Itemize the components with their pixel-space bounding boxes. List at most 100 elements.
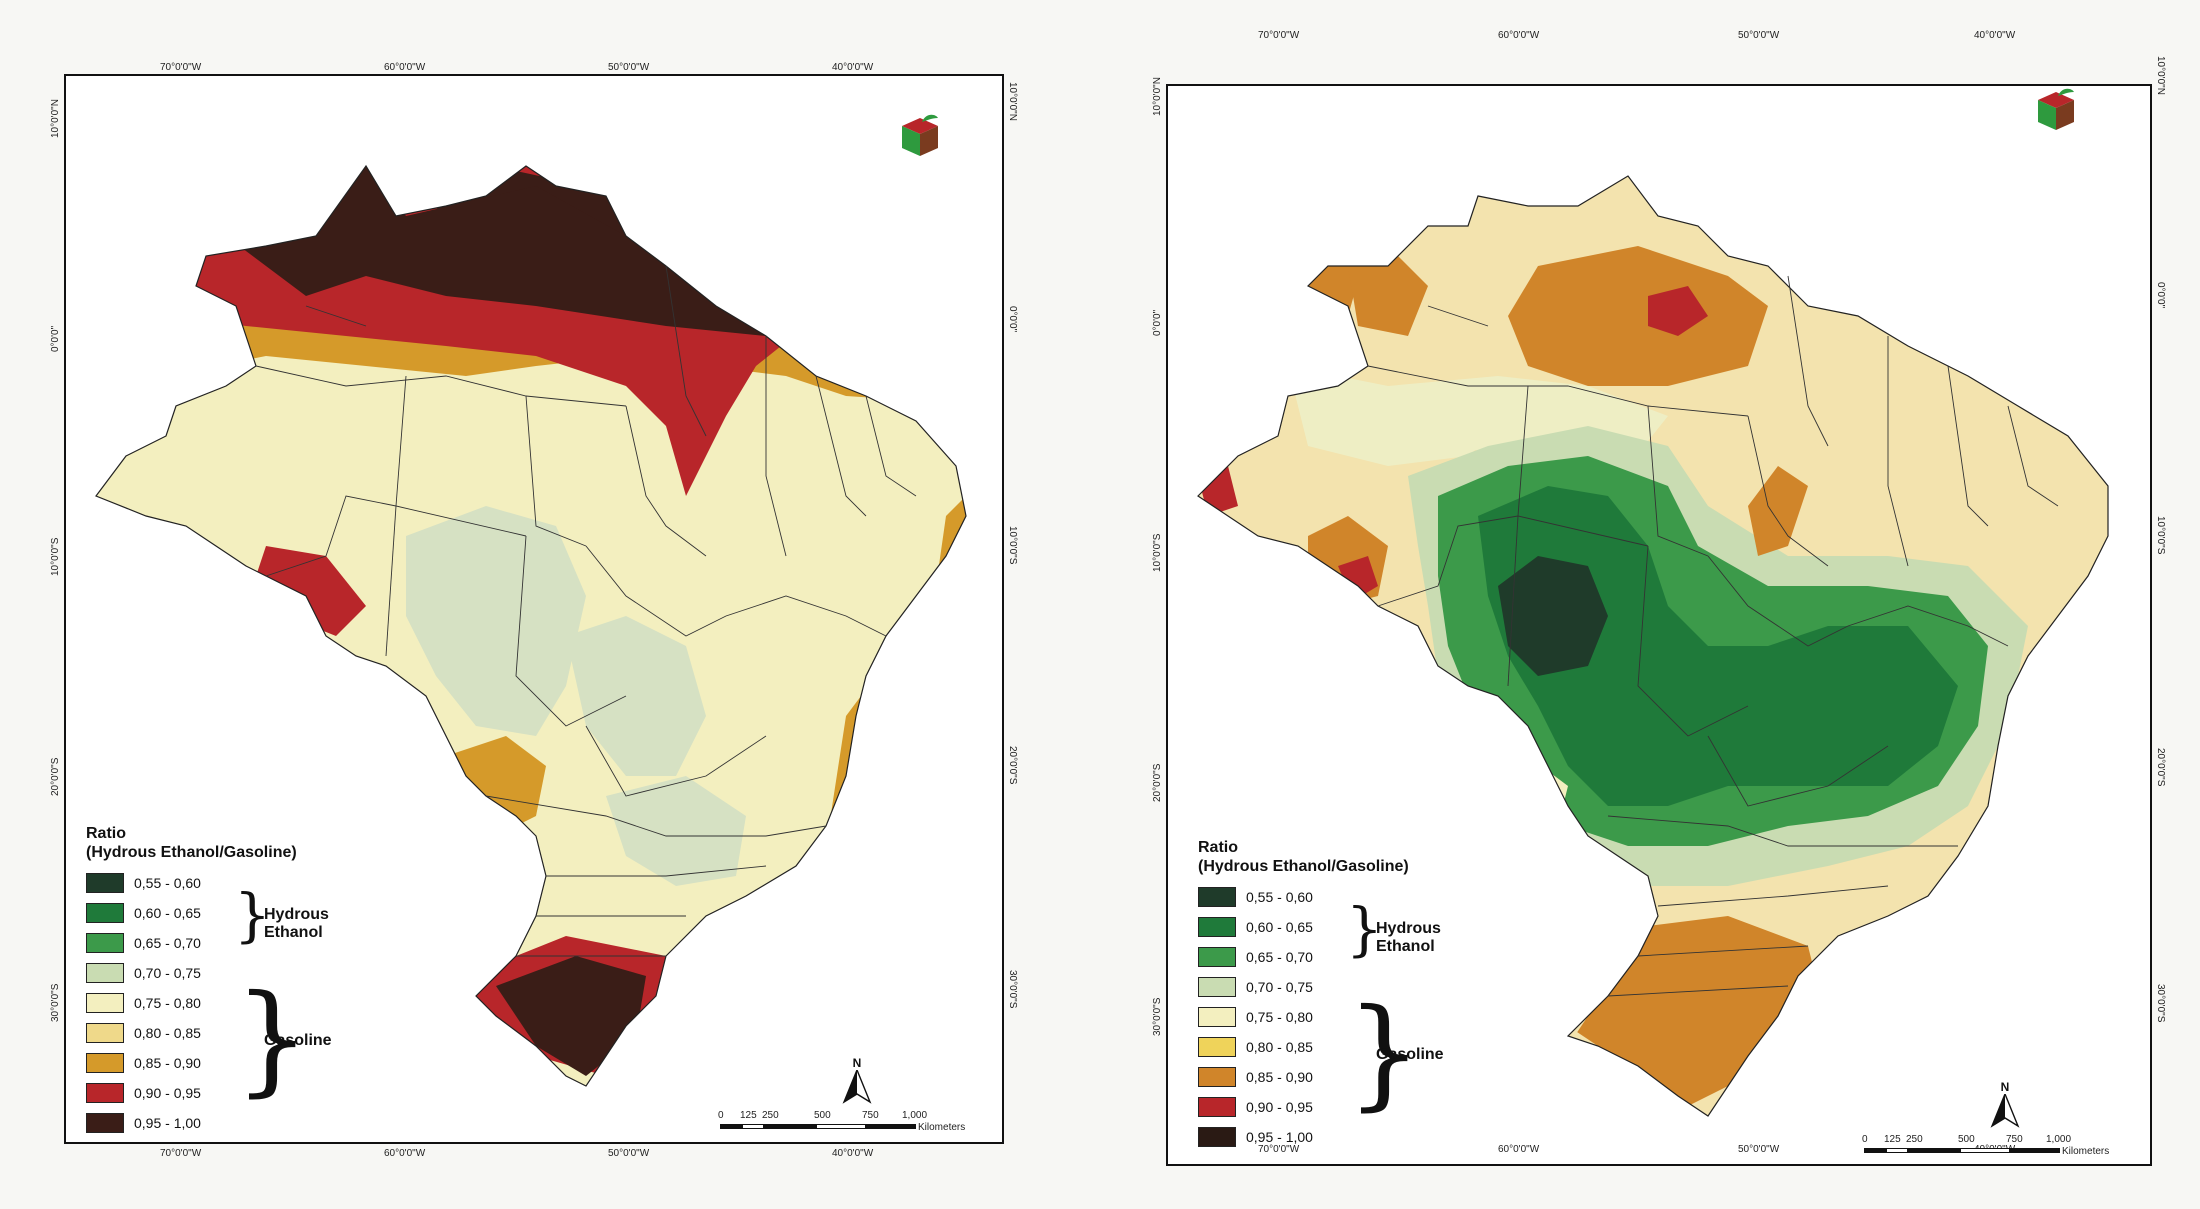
lon-tick-top: 60°0'0"W <box>1498 30 1540 41</box>
legend-swatch <box>1198 977 1236 997</box>
legend-item: 0,75 - 0,80 <box>86 988 297 1018</box>
legend-item: 0,70 - 0,75 <box>86 958 297 988</box>
legend-title: Ratio <box>86 825 126 842</box>
legend-item: 0,80 - 0,85 <box>86 1018 297 1048</box>
legend-subtitle: (Hydrous Ethanol/Gasoline) <box>86 844 297 861</box>
legend-item: 0,60 - 0,65 <box>1198 912 1409 942</box>
legend-item: 0,95 - 1,00 <box>86 1108 297 1138</box>
lat-tick-left: 30°0'0"S <box>1152 997 1163 1036</box>
legend-item: 0,65 - 0,70 <box>1198 942 1409 972</box>
legend-swatch <box>1198 1097 1236 1117</box>
legend-swatch <box>86 993 124 1013</box>
legend-item: 0,80 - 0,85 <box>1198 1032 1409 1062</box>
legend-swatch <box>1198 917 1236 937</box>
lat-tick-left: 0°0'0" <box>1152 309 1163 336</box>
lat-tick-left: 20°0'0"S <box>50 757 61 796</box>
lat-tick-right: 10°0'0"N <box>2155 56 2166 95</box>
lon-tick-bottom: 60°0'0"W <box>1498 1144 1540 1155</box>
lat-tick-right: 10°0'0"N <box>1007 82 1018 121</box>
legend-label: 0,80 - 0,85 <box>134 1025 201 1041</box>
legend-swatch <box>86 963 124 983</box>
legend-label: 0,85 - 0,90 <box>1246 1069 1313 1085</box>
legend-label: 0,95 - 1,00 <box>134 1115 201 1131</box>
lat-tick-right: 10°0'0"S <box>1007 526 1018 565</box>
legend-swatch <box>1198 887 1236 907</box>
lat-tick-right: 0°0'0" <box>1007 306 1018 333</box>
legend-swatch <box>86 1113 124 1133</box>
lon-tick-top: 50°0'0"W <box>608 62 650 73</box>
legend-subtitle: (Hydrous Ethanol/Gasoline) <box>1198 858 1409 875</box>
scale-label: 1,000 <box>902 1110 928 1121</box>
lon-tick-top: 40°0'0"W <box>832 62 874 73</box>
legend-item: 0,60 - 0,65 <box>86 898 297 928</box>
choropleth-left <box>95 164 967 1087</box>
legend-swatch <box>1198 1127 1236 1147</box>
scale-label: 250 <box>1906 1134 1923 1145</box>
lat-tick-left: 20°0'0"S <box>1152 763 1163 802</box>
legend-label: 0,85 - 0,90 <box>134 1055 201 1071</box>
legend-item: 0,55 - 0,60 <box>1198 882 1409 912</box>
lon-tick-bottom: 50°0'0"W <box>608 1148 650 1159</box>
gasoline-group-label: Gasoline <box>264 1032 332 1049</box>
legend-label: 0,95 - 1,00 <box>1246 1129 1313 1145</box>
legend-swatch <box>1198 1067 1236 1087</box>
legend-swatch <box>1198 1037 1236 1057</box>
legend-item: 0,85 - 0,90 <box>1198 1062 1409 1092</box>
scale-label: 125 <box>1884 1134 1901 1145</box>
lon-tick-top: 70°0'0"W <box>160 62 202 73</box>
scale-label: 750 <box>862 1110 879 1121</box>
lat-tick-right: 30°0'0"S <box>1007 970 1018 1009</box>
lon-tick-bottom: 60°0'0"W <box>384 1148 426 1159</box>
legend-swatch <box>1198 1007 1236 1027</box>
brace-icon: } <box>1346 895 1383 963</box>
scale-label: 750 <box>2006 1134 2023 1145</box>
north-label: N <box>852 1056 862 1070</box>
lon-tick-top: 50°0'0"W <box>1738 30 1780 41</box>
legend-label: 0,75 - 0,80 <box>1246 1009 1313 1025</box>
legend-left: Ratio (Hydrous Ethanol/Gasoline) 0,55 - … <box>86 824 332 1138</box>
scale-label: 500 <box>1958 1134 1975 1145</box>
legend-swatch <box>1198 947 1236 967</box>
north-label: N <box>2000 1080 2010 1094</box>
lon-tick-top: 70°0'0"W <box>1258 30 1300 41</box>
legend-right: Ratio (Hydrous Ethanol/Gasoline) 0,55 - … <box>1198 838 1444 1152</box>
lon-tick-top: 60°0'0"W <box>384 62 426 73</box>
lon-tick-bottom: 70°0'0"W <box>160 1148 202 1159</box>
legend-label: 0,70 - 0,75 <box>1246 979 1313 995</box>
legend-item: 0,55 - 0,60 <box>86 868 297 898</box>
scale-bar: 0 125 250 500 750 1,000 Kilometers <box>1862 1134 2152 1164</box>
lat-tick-left: 10°0'0"S <box>50 537 61 576</box>
brace-icon: } <box>234 970 311 1109</box>
choropleth-right <box>1197 175 2109 1117</box>
legend-item: 0,90 - 0,95 <box>1198 1092 1409 1122</box>
scale-label: 500 <box>814 1110 831 1121</box>
lat-tick-left: 10°0'0"N <box>1152 77 1163 116</box>
scale-label: 1,000 <box>2046 1134 2072 1145</box>
scale-label: 125 <box>740 1110 757 1121</box>
lon-tick-bottom: 50°0'0"W <box>1738 1144 1780 1155</box>
legend-swatch <box>86 873 124 893</box>
lon-tick-top: 40°0'0"W <box>1974 30 2016 41</box>
scale-label: 250 <box>762 1110 779 1121</box>
legend-label: 0,90 - 0,95 <box>1246 1099 1313 1115</box>
ethanol-group-label: Hydrous Ethanol <box>1376 920 1441 955</box>
legend-label: 0,55 - 0,60 <box>134 875 201 891</box>
cube-logo-icon <box>902 114 938 156</box>
legend-label: 0,60 - 0,65 <box>1246 919 1313 935</box>
legend-item: 0,95 - 1,00 <box>1198 1122 1409 1152</box>
legend-label: 0,90 - 0,95 <box>134 1085 201 1101</box>
scale-bar: 0 125 250 500 750 1,000 Kilometers <box>718 1110 1008 1140</box>
legend-label: 0,80 - 0,85 <box>1246 1039 1313 1055</box>
lat-tick-right: 10°0'0"S <box>2155 516 2166 555</box>
legend-label: 0,75 - 0,80 <box>134 995 201 1011</box>
lat-tick-left: 10°0'0"N <box>50 99 61 138</box>
lat-tick-left: 10°0'0"S <box>1152 533 1163 572</box>
legend-swatch <box>86 903 124 923</box>
map-right: 70°0'0"W 60°0'0"W 50°0'0"W 40°0'0"W 70°0… <box>1152 30 2166 1166</box>
map-left: 70°0'0"W 60°0'0"W 50°0'0"W 40°0'0"W 70°0… <box>50 62 1018 1159</box>
lat-tick-right: 20°0'0"S <box>2155 748 2166 787</box>
brace-icon: } <box>1346 984 1423 1123</box>
cube-logo-icon <box>2038 88 2074 130</box>
legend-label: 0,65 - 0,70 <box>134 935 201 951</box>
legend-item: 0,85 - 0,90 <box>86 1048 297 1078</box>
